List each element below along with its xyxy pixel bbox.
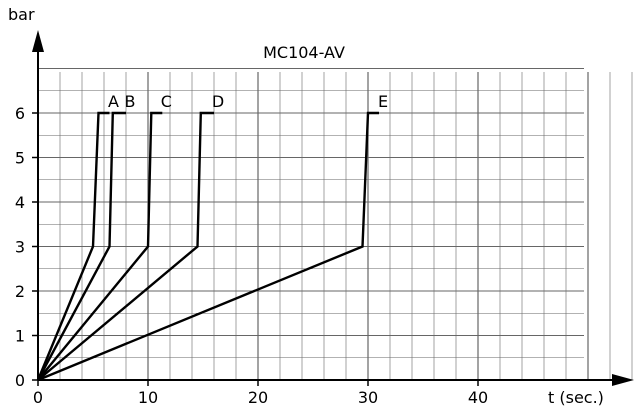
- axes-layer: [32, 30, 634, 386]
- series-line-c: [37, 111, 163, 381]
- y-tick-label: 4: [15, 193, 25, 212]
- series-line-b: [36, 111, 126, 381]
- series-label-c: C: [161, 92, 172, 111]
- y-tick-label: 6: [15, 104, 25, 123]
- series-layer: [36, 111, 379, 382]
- x-tick-label: 20: [248, 388, 268, 407]
- series-line-d: [37, 111, 214, 381]
- y-axis-arrow: [32, 30, 44, 52]
- y-tick-label: 3: [15, 238, 25, 257]
- grid-layer: [38, 68, 633, 380]
- chart-title: MC104-AV: [263, 43, 345, 62]
- x-axis-arrow: [612, 374, 634, 386]
- x-axis-label: t (sec.): [548, 388, 604, 407]
- y-tick-label: 0: [15, 371, 25, 390]
- y-axis-label: bar: [8, 5, 35, 24]
- y-tick-label: 1: [15, 327, 25, 346]
- x-tick-label: 0: [33, 388, 43, 407]
- y-tick-label: 5: [15, 149, 25, 168]
- x-tick-label: 10: [138, 388, 158, 407]
- series-line-a: [36, 111, 110, 381]
- series-label-b: B: [125, 92, 136, 111]
- x-tick-label: 30: [358, 388, 378, 407]
- series-line-e: [37, 111, 379, 382]
- series-label-a: A: [108, 92, 119, 111]
- y-tick-label: 2: [15, 282, 25, 301]
- label-layer: MC104-AV bar t (sec.) 0 10 20 30 40 0 1 2 3 4 5 6 A B…: [8, 5, 604, 407]
- series-label-d: D: [212, 92, 224, 111]
- x-tick-label: 40: [468, 388, 488, 407]
- series-label-e: E: [378, 92, 388, 111]
